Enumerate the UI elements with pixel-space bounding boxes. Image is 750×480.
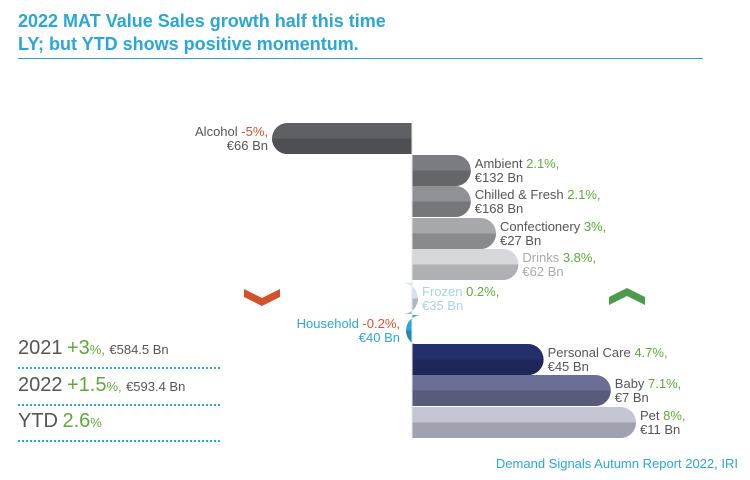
label-pet: Pet 8%, (640, 408, 686, 423)
bar-shade-alcohol (272, 138, 412, 154)
category-name: Chilled & Fresh (475, 187, 567, 202)
growth-label: -5%, (241, 124, 268, 139)
summary-value: €584.5 Bn (109, 342, 169, 357)
value-label-baby: €7 Bn (615, 390, 649, 405)
category-name: Personal Care (548, 345, 635, 360)
bar-shade-ambient (412, 170, 471, 186)
value-label-chilled-fresh: €168 Bn (475, 201, 523, 216)
label-confectionery: Confectionery 3%, (500, 219, 606, 234)
value-label-pet: €11 Bn (640, 422, 680, 437)
down-chevron-icon (244, 289, 280, 306)
growth-label: 3%, (584, 219, 606, 234)
category-name: Drinks (522, 250, 562, 265)
label-personal-care: Personal Care 4.7%, (548, 345, 668, 360)
value-label-frozen: €35 Bn (422, 298, 463, 313)
value-label-household: €40 Bn (359, 330, 400, 345)
chart-title: 2022 MAT Value Sales growth half this ti… (18, 10, 708, 56)
category-name: Household (297, 316, 363, 331)
category-name: Confectionery (500, 219, 584, 234)
growth-label: 2.1%, (567, 187, 600, 202)
bar-shade-personal-care (412, 359, 544, 375)
summary-year: 2022 (18, 374, 63, 396)
bar-shade-baby (412, 390, 611, 406)
summary-year: 2021 (18, 337, 63, 359)
label-chilled-fresh: Chilled & Fresh 2.1%, (475, 187, 601, 202)
label-ambient: Ambient 2.1%, (475, 156, 560, 171)
summary-pct: %, (89, 342, 105, 357)
growth-label: 3.8%, (563, 250, 596, 265)
value-label-drinks: €62 Bn (522, 264, 563, 279)
category-name: Frozen (422, 284, 466, 299)
growth-label: 8%, (663, 408, 685, 423)
bars-layer (271, 123, 636, 438)
bar-shade-pet (412, 422, 636, 438)
summary-value: €593.4 Bn (126, 379, 186, 394)
summary-growth: +3 (66, 337, 90, 359)
category-name: Alcohol (195, 124, 241, 139)
chart-title-line2: LY; but YTD shows positive momentum. (18, 34, 359, 54)
markers-layer (244, 120, 645, 440)
value-label-ambient: €132 Bn (475, 170, 523, 185)
growth-label: 0.2%, (466, 284, 499, 299)
value-label-confectionery: €27 Bn (500, 233, 541, 248)
label-household: Household -0.2%, (297, 316, 400, 331)
up-chevron-icon (609, 288, 645, 305)
label-frozen: Frozen 0.2%, (422, 284, 499, 299)
bar-shade-household (406, 330, 422, 346)
source-note: Demand Signals Autumn Report 2022, IRI (495, 456, 738, 471)
summary-row-2022: 2022 +1.5%, €593.4 Bn (18, 374, 220, 406)
category-name: Pet (640, 408, 663, 423)
bar-shade-drinks (412, 264, 519, 280)
growth-label: 4.7%, (634, 345, 667, 360)
bar-shade-frozen (402, 298, 418, 314)
summary-row-ytd: YTD 2.6% (18, 410, 220, 442)
summary-row-2021: 2021 +3%, €584.5 Bn (18, 337, 220, 369)
label-baby: Baby 7.1%, (615, 376, 682, 391)
value-label-alcohol: €66 Bn (227, 138, 268, 153)
growth-label: 7.1%, (648, 376, 681, 391)
label-drinks: Drinks 3.8%, (522, 250, 596, 265)
summary-year: YTD (18, 410, 58, 432)
growth-label: -0.2%, (362, 316, 400, 331)
title-divider (18, 58, 703, 59)
category-name: Ambient (475, 156, 526, 171)
summary-pct: % (90, 415, 102, 430)
growth-label: 2.1%, (526, 156, 559, 171)
summary-pct: %, (106, 379, 122, 394)
bar-shade-confectionery (412, 233, 496, 249)
chart-title-line1: 2022 MAT Value Sales growth half this ti… (18, 11, 386, 31)
bar-shade-chilled-fresh (412, 201, 471, 217)
value-label-personal-care: €45 Bn (548, 359, 589, 374)
label-alcohol: Alcohol -5%, (195, 124, 268, 139)
summary-growth: 2.6 (62, 410, 91, 432)
summary-growth: +1.5 (66, 374, 107, 396)
category-name: Baby (615, 376, 648, 391)
